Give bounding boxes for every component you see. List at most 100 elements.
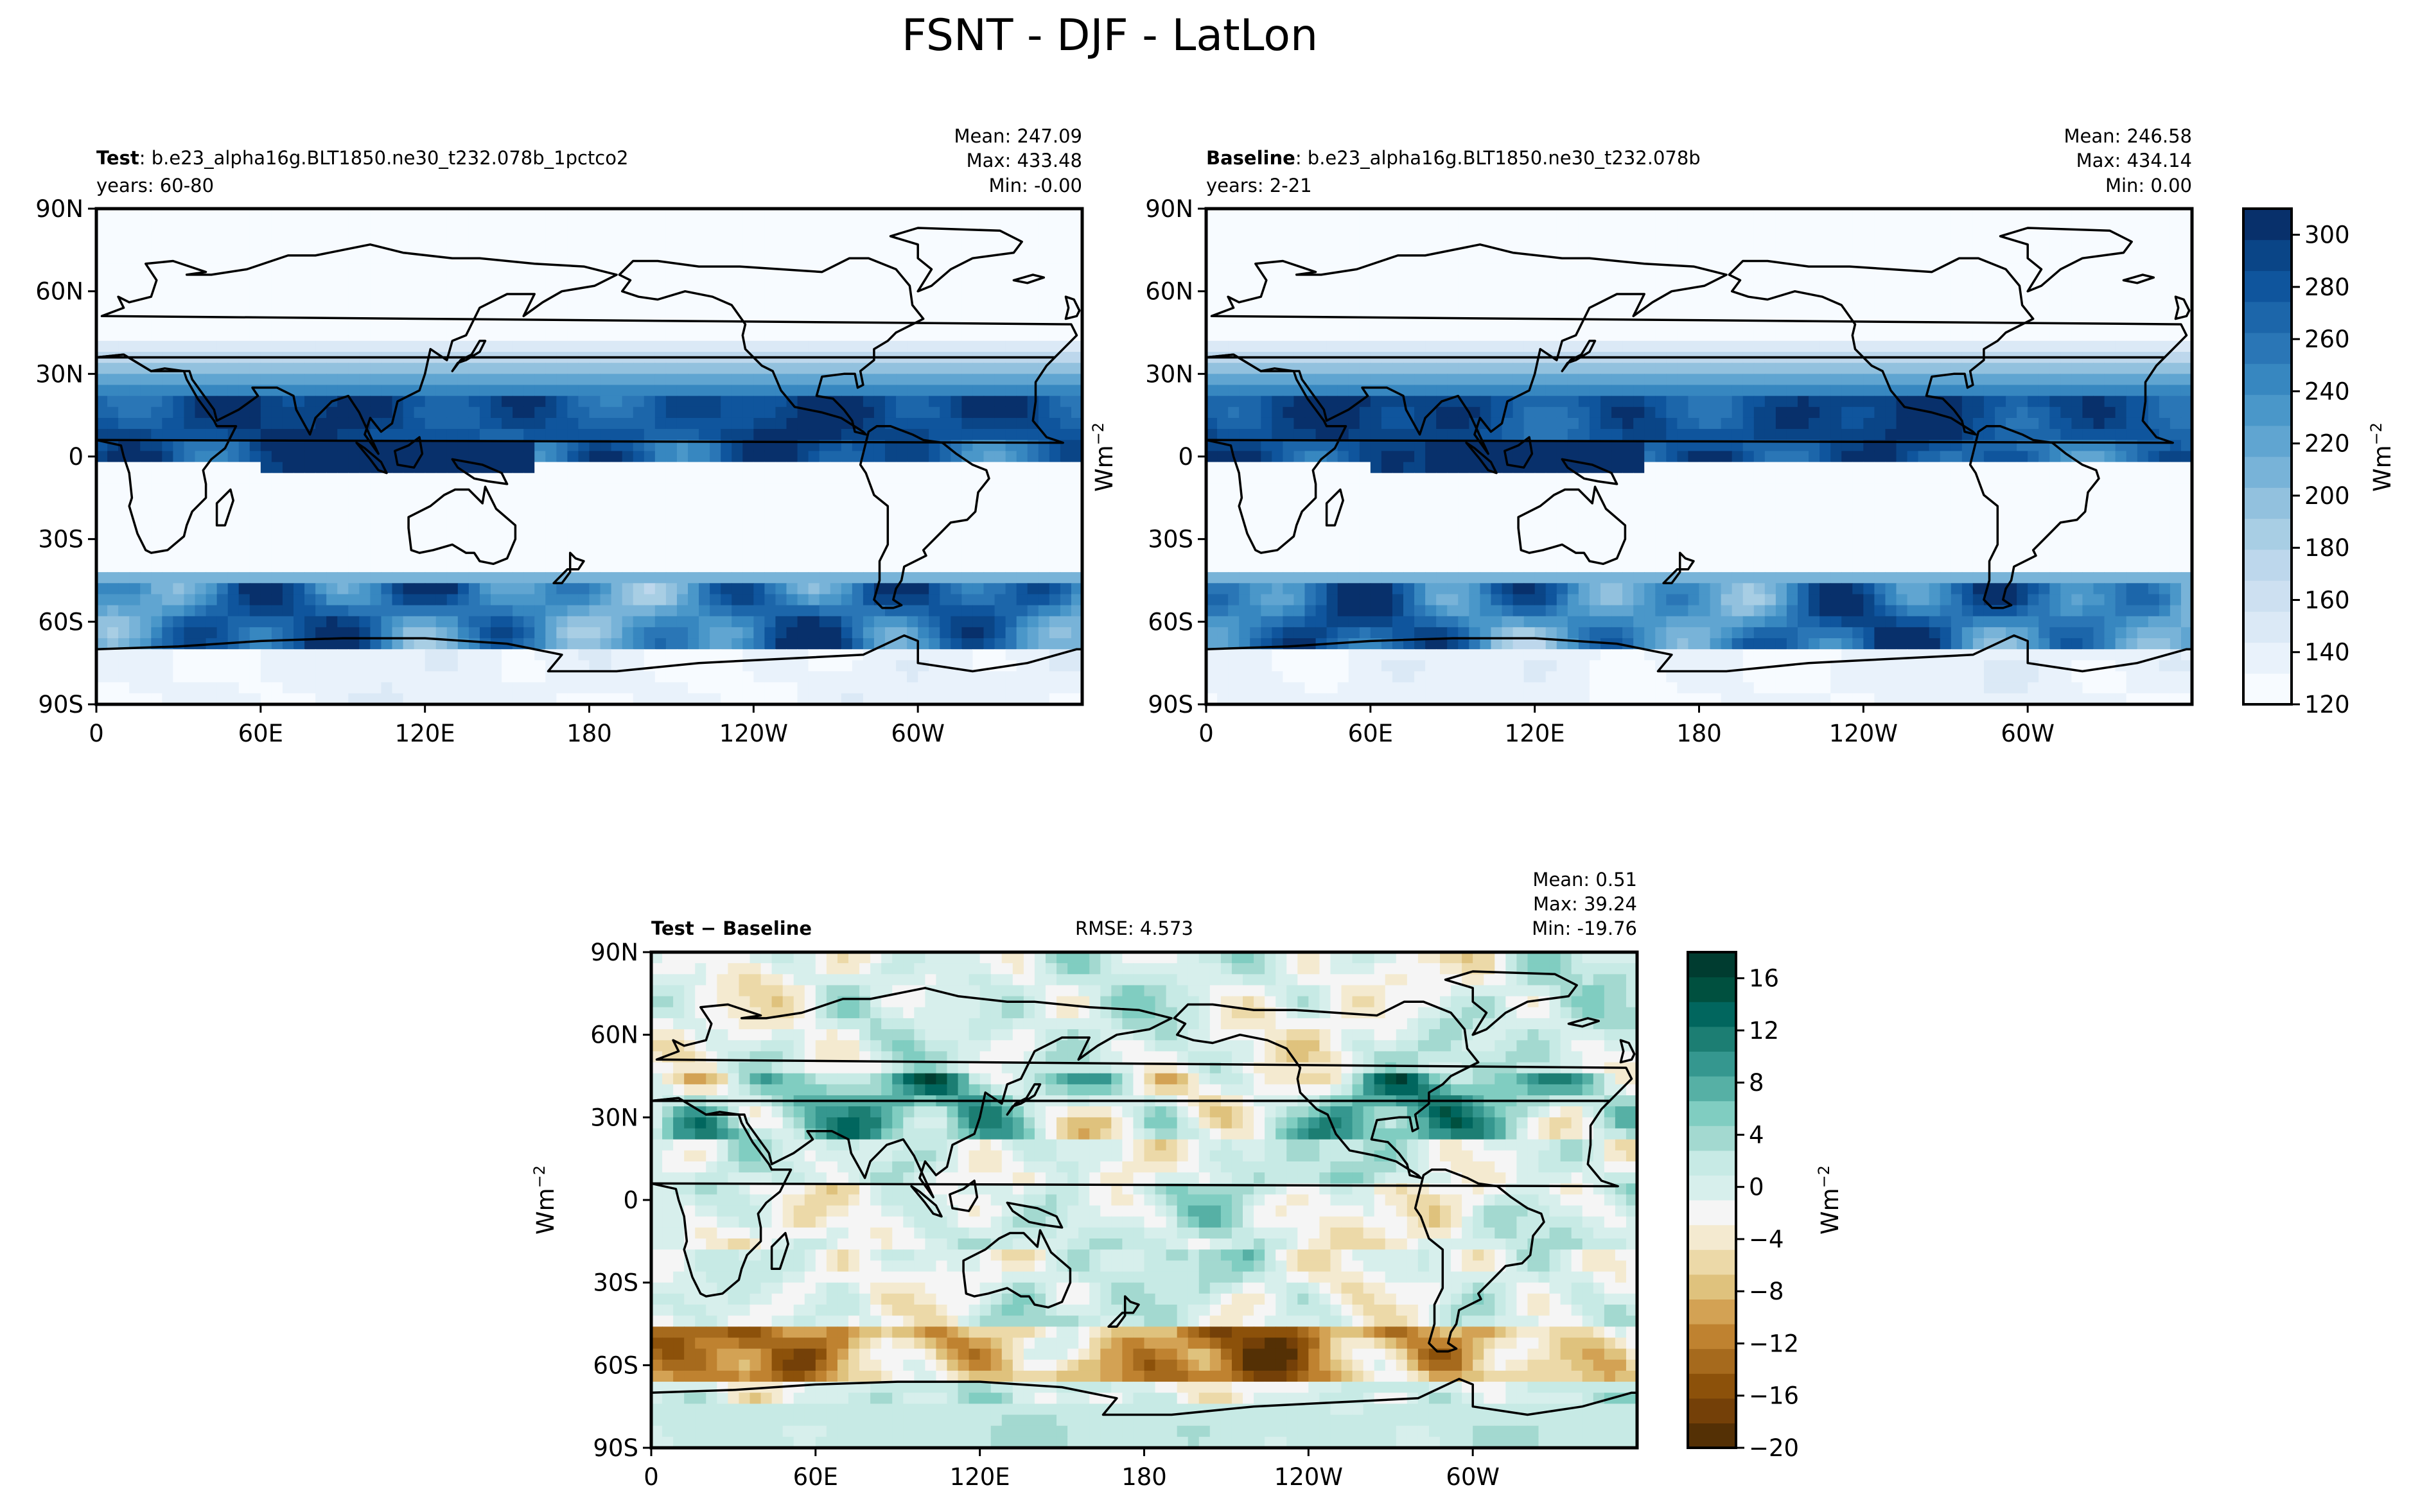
- field-cell: [392, 318, 404, 331]
- field-cell: [260, 462, 272, 474]
- field-cell: [852, 627, 864, 639]
- field-cell: [1060, 583, 1072, 595]
- field-cell: [195, 483, 207, 496]
- field-cell: [2038, 241, 2050, 254]
- field-cell: [808, 594, 820, 606]
- field-cell: [140, 660, 152, 672]
- field-cell: [676, 417, 688, 430]
- field-cell: [1217, 297, 1229, 308]
- field-cell: [1261, 241, 1272, 254]
- field-cell: [654, 473, 667, 485]
- field-cell: [326, 209, 338, 220]
- field-cell: [600, 693, 612, 704]
- field-cell: [315, 495, 327, 507]
- field-cell: [775, 417, 787, 430]
- field-cell: [1315, 209, 1328, 220]
- field-cell: [808, 297, 820, 308]
- field-cell: [403, 539, 415, 551]
- field-cell: [907, 263, 918, 275]
- field-cell: [446, 417, 459, 430]
- field-cell: [249, 429, 261, 440]
- field-cell: [676, 209, 688, 220]
- field-cell: [567, 605, 579, 617]
- field-cell: [556, 638, 568, 650]
- field-cell: [600, 682, 612, 694]
- field-cell: [589, 560, 601, 573]
- field-cell: [1049, 495, 1061, 507]
- field-cell: [1863, 286, 1875, 297]
- field-cell: [699, 572, 710, 584]
- field-cell: [775, 528, 787, 540]
- field-cell: [742, 473, 754, 485]
- field-cell: [403, 495, 415, 507]
- field-cell: [348, 649, 360, 661]
- field-cell: [600, 560, 612, 573]
- field-cell: [2082, 263, 2094, 275]
- field-cell: [96, 297, 108, 308]
- field-cell: [173, 627, 185, 639]
- field-cell: [523, 616, 535, 628]
- field-cell: [1764, 308, 1776, 320]
- field-cell: [654, 649, 667, 661]
- field-cell: [446, 649, 459, 661]
- field-cell: [392, 660, 404, 672]
- field-cell: [2082, 297, 2094, 308]
- field-cell: [786, 385, 798, 397]
- field-cell: [2148, 220, 2160, 231]
- field-cell: [370, 528, 382, 540]
- field-cell: [249, 297, 261, 308]
- field-cell: [173, 417, 185, 430]
- field-cell: [315, 241, 327, 254]
- field-cell: [545, 583, 557, 595]
- field-cell: [929, 560, 940, 573]
- field-cell: [797, 560, 809, 573]
- field-cell: [863, 682, 875, 694]
- field-cell: [753, 241, 765, 254]
- field-cell: [1071, 605, 1082, 617]
- field-cell: [1809, 220, 1820, 231]
- field-cell: [1951, 209, 1963, 220]
- field-cell: [688, 483, 699, 496]
- field-cell: [446, 528, 459, 540]
- field-cell: [381, 263, 393, 275]
- field-cell: [162, 616, 173, 628]
- field-cell: [468, 274, 480, 286]
- field-cell: [2159, 209, 2171, 220]
- field-cell: [1940, 297, 1952, 308]
- field-cell: [994, 550, 1006, 562]
- field-cell: [1885, 297, 1897, 308]
- field-cell: [2038, 263, 2050, 275]
- field-cell: [260, 340, 272, 352]
- field-cell: [940, 682, 951, 694]
- field-cell: [238, 616, 250, 628]
- field-cell: [1016, 671, 1028, 683]
- field-cell: [1414, 209, 1426, 220]
- field-cell: [633, 495, 645, 507]
- field-cell: [326, 660, 338, 672]
- field-cell: [1049, 241, 1061, 254]
- field-cell: [940, 363, 951, 374]
- field-cell: [622, 297, 634, 308]
- field-cell: [326, 417, 338, 430]
- field-cell: [1392, 263, 1404, 275]
- field-cell: [227, 274, 240, 286]
- field-cell: [797, 340, 809, 352]
- field-cell: [1798, 241, 1809, 254]
- field-cell: [534, 495, 546, 507]
- field-cell: [513, 429, 524, 440]
- field-cell: [545, 385, 557, 397]
- field-cell: [1272, 263, 1283, 275]
- field-cell: [1578, 230, 1590, 243]
- field-cell: [370, 274, 382, 286]
- field-cell: [173, 594, 185, 606]
- field-cell: [1447, 230, 1459, 243]
- field-cell: [479, 660, 491, 672]
- field-cell: [227, 627, 240, 639]
- field-cell: [249, 274, 261, 286]
- field-cell: [676, 363, 688, 374]
- field-cell: [710, 473, 721, 485]
- field-cell: [271, 473, 283, 485]
- field-cell: [721, 406, 732, 419]
- field-cell: [1293, 252, 1306, 265]
- field-cell: [567, 495, 579, 507]
